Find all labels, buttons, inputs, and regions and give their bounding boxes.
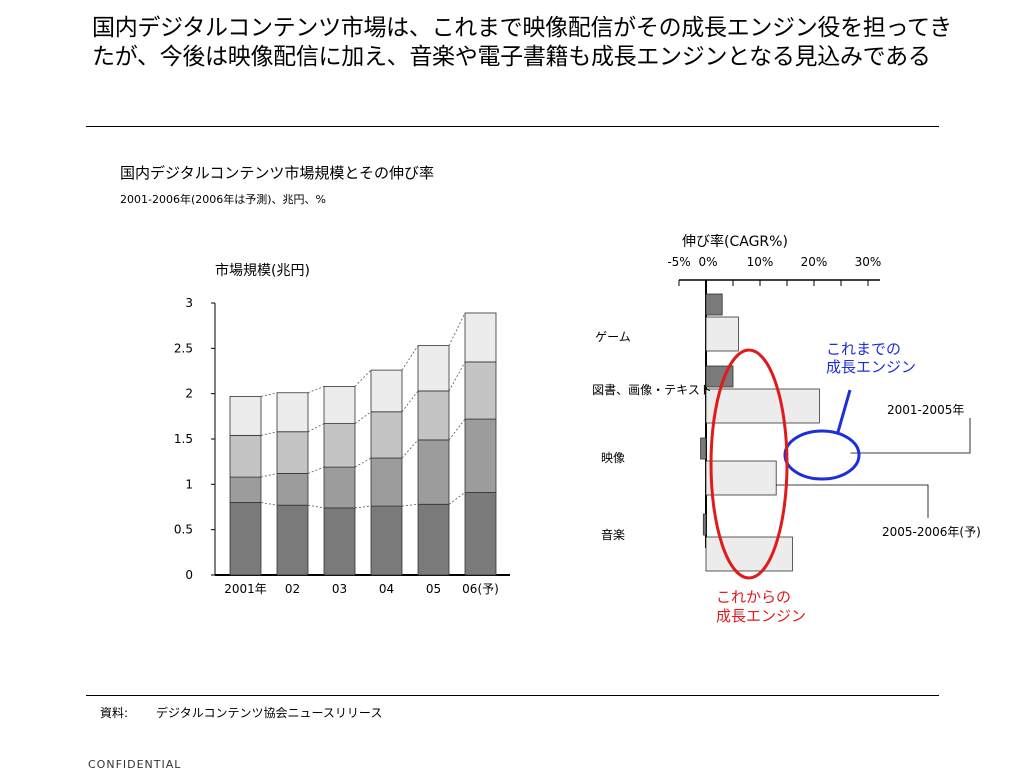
cagr-category-label: 図書、画像・テキスト [592,383,712,397]
y-tick-label: 1.5 [174,432,193,446]
cagr-category-label: 音楽 [601,527,625,542]
cagr-title: 伸び率(CAGR%) [682,233,788,250]
dashed-connector [401,503,419,507]
cagr-category-label: ゲーム [595,330,631,344]
x-tick-label: 03 [332,582,347,596]
dashed-connector [354,505,372,509]
bottom-rule [86,695,939,696]
cagr-tick-label: 0% [698,255,717,269]
x-tick-label: 04 [379,582,394,596]
bar-segment [464,361,497,420]
legend-series-2: 2005-2006年(予) [882,525,981,539]
dashed-connector [307,386,325,394]
y-tick-label: 2.5 [174,341,193,355]
blue-annotation-text: 成長エンジン [826,358,916,376]
blue-circle-annotation [783,429,861,481]
bar-segment [417,503,450,576]
source-label: 資料: [100,706,129,720]
bar-segment [229,502,262,576]
chart-subtitle: 2001-2006年(2006年は予測)、兆円、% [120,193,326,206]
cagr-tick-label: 10% [747,255,774,269]
cagr-bar [705,460,777,496]
dashed-connector [448,312,466,346]
x-tick-label: 05 [426,582,441,596]
bar-segment [464,492,497,576]
bar-segment [276,473,309,506]
cagr-bar [705,293,723,316]
red-annotation-text: これからの [716,588,791,606]
bar-segment [417,390,450,441]
bar-segment [370,411,403,459]
headline: 国内デジタルコンテンツ市場は、これまで映像配信がその成長エンジン役を担ってきたが… [92,15,952,70]
dashed-connector [448,418,466,441]
legend-series-1: 2001-2005年 [887,403,964,417]
bar-segment [417,345,450,392]
dashed-connector [448,361,466,392]
legend-leader-line [850,418,971,454]
chart-title: 国内デジタルコンテンツ市場規模とその伸び率 [120,164,434,182]
confidential-footer: CONFIDENTIAL [88,758,182,771]
source-text: デジタルコンテンツ協会ニュースリリース [156,706,383,720]
dashed-connector [448,492,466,505]
dashed-connector [354,369,372,387]
top-rule [86,126,939,127]
dashed-connector [260,502,278,506]
bar-segment [464,312,497,363]
bar-segment [276,504,309,576]
blue-pointer-line [836,389,852,433]
cagr-bar [700,437,707,460]
x-tick-label: 02 [285,582,300,596]
cagr-bar [705,388,820,424]
bar-segment [323,386,356,424]
dashed-connector [307,504,325,509]
bar-segment [323,423,356,468]
dashed-connector [307,423,325,433]
bar-segment [323,507,356,576]
bar-segment [464,418,497,493]
bar-segment [370,505,403,576]
source-note: 資料: デジタルコンテンツ協会ニュースリリース [100,704,382,721]
y-tick-label: 2 [185,387,193,401]
red-circle-annotation [709,348,789,580]
dashed-connector [260,392,278,397]
cagr-tick-label: 20% [801,255,828,269]
y-tick-label: 1 [185,477,193,491]
dashed-connector [401,390,419,413]
cagr-bar [702,513,707,536]
blue-annotation-text: これまでの [826,340,901,358]
red-annotation-text: 成長エンジン [716,607,806,625]
stacked-bar-chart: 市場規模(兆円) 0 0.5 1 1.5 2 2.5 3 2001年 02 03 04 05 06(予) [174,262,510,596]
y-tick-label: 0.5 [174,523,193,537]
bar-segment [229,434,262,478]
bar-segment [323,466,356,509]
dashed-connector [354,411,372,424]
x-tick-label: 2001年 [224,582,267,596]
y-tick-label: 3 [185,296,193,310]
bar-segment [417,439,450,505]
bar-segment [370,369,403,413]
bar-segment [229,476,262,503]
stack-chart-title: 市場規模(兆円) [215,262,310,279]
dashed-connector [401,439,419,459]
bar-segment [370,457,403,507]
dashed-connector [260,431,278,436]
cagr-category-label: 映像 [601,451,625,465]
dashed-connector [307,466,325,474]
y-tick-label: 0 [185,568,193,582]
dashed-connector [401,345,419,371]
dashed-connector [354,457,372,468]
bar-segment [229,395,262,436]
bar-segment [276,392,309,433]
cagr-tick-label: -5% [667,255,690,269]
growth-rate-chart: 伸び率(CAGR%) -5% 0% 10% 20% 30% ゲーム図書、画像・テキスト映像音… [592,233,981,625]
x-tick-label: 06(予) [462,582,499,596]
cagr-bar [705,316,739,352]
dashed-connector [260,473,278,478]
cagr-tick-label: 30% [855,255,882,269]
legend-leader-line [776,484,929,518]
bar-segment [276,431,309,474]
cagr-bar [705,536,793,572]
